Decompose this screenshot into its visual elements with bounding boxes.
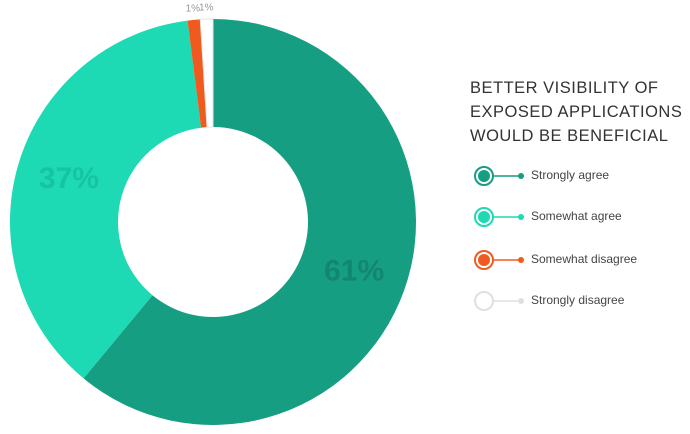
- legend-marker: [478, 170, 490, 182]
- legend-label: Somewhat agree: [531, 209, 622, 223]
- legend-marker: [478, 295, 490, 307]
- legend-dot: [518, 214, 524, 220]
- chart-title: BETTER VISIBILITY OF EXPOSED APPLICATION…: [470, 79, 683, 145]
- donut-slice: [187, 19, 208, 128]
- data-label: 1%: [199, 3, 214, 14]
- legend-marker: [478, 211, 490, 223]
- data-label: 1%: [186, 4, 201, 15]
- data-label: 61%: [324, 255, 384, 288]
- donut-slice: [199, 18, 214, 128]
- data-label: 37%: [39, 162, 99, 195]
- legend-dot: [518, 298, 524, 304]
- legend-dot: [518, 257, 524, 263]
- legend-label: Strongly agree: [531, 168, 609, 182]
- donut-slice: [9, 20, 202, 379]
- donut-slice: [83, 19, 417, 425]
- legend-label: Somewhat disagree: [531, 252, 637, 266]
- legend-label: Strongly disagree: [531, 293, 625, 307]
- legend-dot: [518, 173, 524, 179]
- legend-marker: [478, 254, 490, 266]
